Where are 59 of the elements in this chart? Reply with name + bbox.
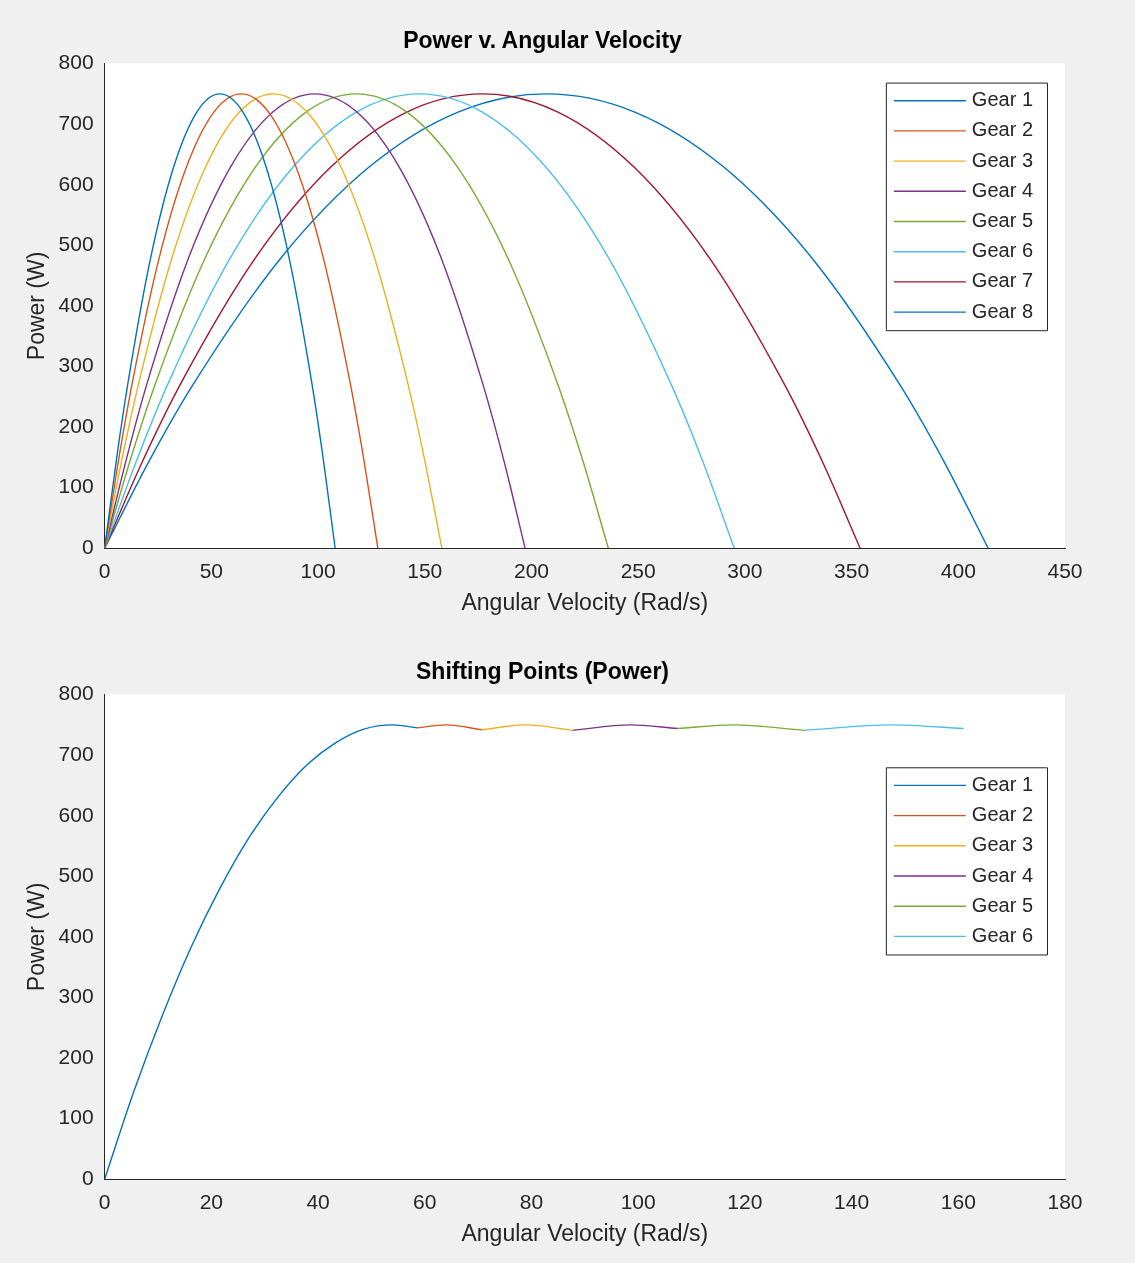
y-tick-label: 0 [81, 535, 94, 558]
y-tick-label: 400 [58, 923, 94, 947]
legend-label: Gear 4 [971, 178, 1034, 201]
y-tick-label: 500 [58, 232, 94, 256]
x-tick-label: 120 [727, 1189, 763, 1213]
legend-label: Gear 6 [971, 239, 1034, 262]
legend-label: Gear 5 [971, 893, 1034, 916]
legend-label: Gear 1 [971, 88, 1034, 111]
x-tick-label: 60 [413, 1189, 437, 1213]
y-tick-label: 300 [58, 353, 94, 377]
y-axis-title: Power (W) [23, 251, 50, 361]
y-tick-label: 100 [58, 474, 94, 498]
x-tick-label: 300 [727, 558, 763, 582]
y-axis-title: Power (W) [23, 882, 50, 992]
legend-label: Gear 2 [971, 118, 1034, 141]
legend-label: Gear 6 [971, 923, 1034, 946]
legend-label: Gear 5 [971, 209, 1034, 232]
x-tick-label: 160 [940, 1189, 976, 1213]
x-tick-label: 200 [513, 558, 549, 582]
legend-label: Gear 2 [971, 803, 1034, 826]
legend-label: Gear 7 [971, 269, 1034, 292]
chart-title: Shifting Points (Power) [416, 658, 669, 685]
legend-label: Gear 1 [971, 772, 1034, 795]
x-axis-title: Angular Velocity (Rad/s) [461, 1219, 709, 1246]
y-tick-label: 800 [58, 50, 94, 74]
y-tick-label: 400 [58, 292, 94, 316]
chart-title: Power v. Angular Velocity [403, 27, 683, 54]
y-tick-label: 500 [58, 863, 94, 887]
x-tick-label: 20 [199, 1189, 224, 1213]
x-axis-title: Angular Velocity (Rad/s) [461, 588, 709, 615]
x-tick-label: 100 [620, 1189, 656, 1213]
y-tick-label: 600 [58, 171, 94, 195]
x-tick-label: 150 [407, 558, 443, 582]
y-tick-label: 300 [58, 984, 94, 1008]
x-tick-label: 0 [98, 1189, 111, 1213]
legend-label: Gear 8 [971, 299, 1034, 322]
y-tick-label: 700 [58, 741, 94, 765]
line-series [104, 724, 418, 1180]
legend-label: Gear 3 [971, 148, 1034, 171]
x-tick-label: 50 [199, 558, 224, 582]
y-tick-label: 700 [58, 110, 94, 134]
y-tick-label: 100 [58, 1105, 94, 1129]
y-tick-label: 200 [58, 413, 94, 437]
x-tick-label: 140 [834, 1189, 870, 1213]
x-tick-label: 450 [1047, 558, 1083, 582]
y-tick-label: 800 [58, 681, 94, 705]
x-tick-label: 400 [940, 558, 976, 582]
x-tick-label: 180 [1047, 1189, 1083, 1213]
x-tick-label: 350 [834, 558, 870, 582]
x-tick-label: 80 [519, 1189, 544, 1213]
legend-label: Gear 3 [971, 833, 1034, 856]
x-tick-label: 0 [98, 558, 111, 582]
x-tick-label: 40 [306, 1189, 330, 1213]
legend-label: Gear 4 [971, 863, 1034, 886]
y-tick-label: 200 [58, 1044, 94, 1068]
y-tick-label: 600 [58, 802, 94, 826]
y-tick-label: 0 [81, 1166, 94, 1189]
x-tick-label: 100 [300, 558, 336, 582]
x-tick-label: 250 [620, 558, 656, 582]
